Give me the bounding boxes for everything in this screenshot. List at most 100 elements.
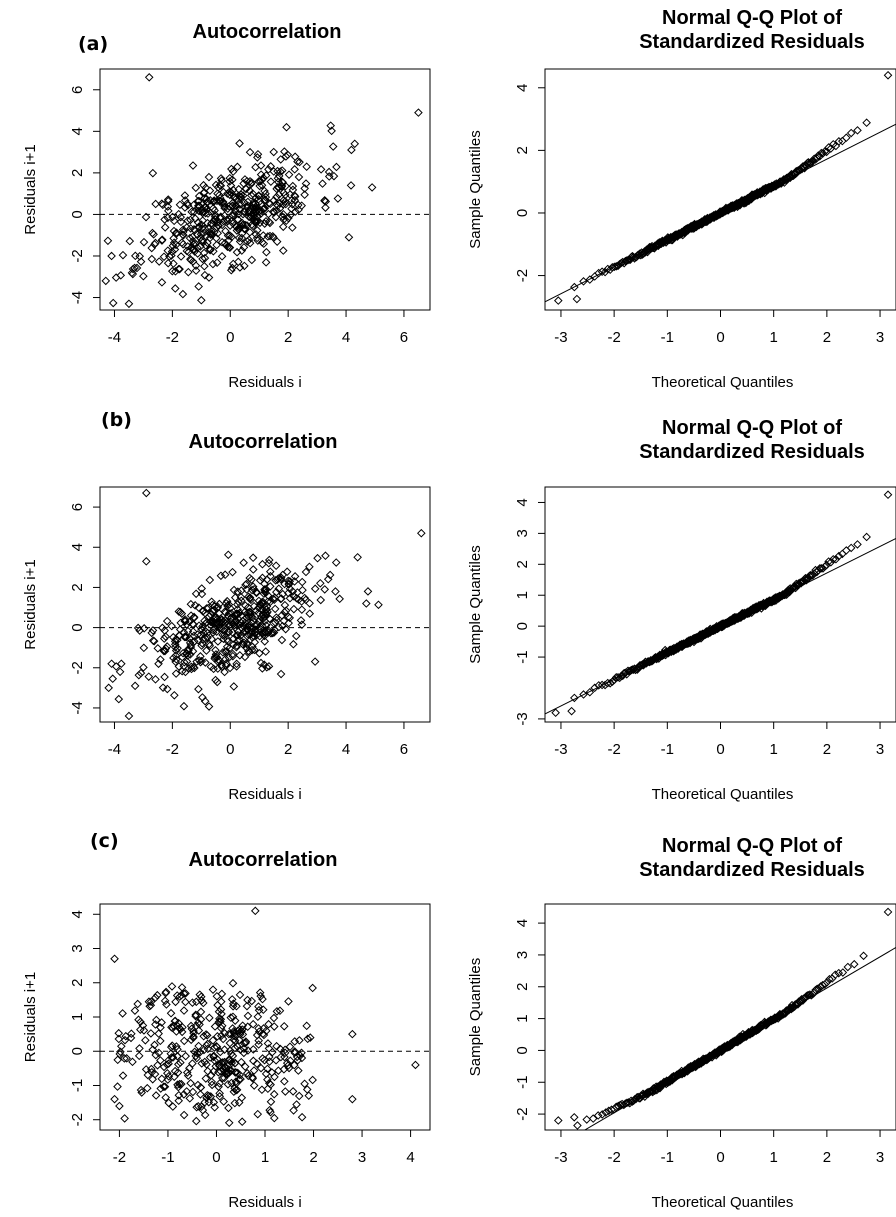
c-autocorrelation-point xyxy=(216,997,226,1006)
c-autocorrelation-point xyxy=(185,1094,195,1103)
c-qq-y-tick-label: 1 xyxy=(514,1014,531,1022)
c-autocorrelation-point xyxy=(162,1000,171,1009)
a-autocorrelation-x-tick-label: 2 xyxy=(284,329,292,346)
c-autocorrelation-point xyxy=(134,1015,143,1025)
b-autocorrelation-point xyxy=(331,558,341,567)
b-autocorrelation-point xyxy=(250,645,259,655)
panel-label-b-text: (b) xyxy=(101,409,132,431)
b-autocorrelation-point xyxy=(256,658,266,668)
c-autocorrelation-point xyxy=(297,1112,307,1122)
a-autocorrelation-point xyxy=(200,270,210,280)
c-autocorrelation-point xyxy=(173,1060,183,1069)
a-autocorrelation-point xyxy=(191,266,201,275)
b-autocorrelation-point xyxy=(217,662,227,672)
b-autocorrelation-point xyxy=(260,637,270,646)
b-autocorrelation-point xyxy=(265,614,275,624)
a-autocorrelation-point xyxy=(193,230,202,240)
b-autocorrelation-point xyxy=(247,575,256,584)
a-autocorrelation-point xyxy=(245,186,255,196)
b-autocorrelation-point xyxy=(233,614,242,624)
b-autocorrelation-point xyxy=(310,657,320,666)
b-autocorrelation-point xyxy=(252,587,261,597)
a-autocorrelation-point xyxy=(157,236,167,245)
b-autocorrelation-point xyxy=(265,567,275,576)
c-autocorrelation-point xyxy=(181,997,190,1007)
b-autocorrelation-point xyxy=(259,660,269,670)
c-autocorrelation-point xyxy=(191,1116,201,1126)
c-autocorrelation-point xyxy=(214,1061,224,1071)
c-autocorrelation-point xyxy=(146,1029,156,1038)
a-autocorrelation-title: Autocorrelation xyxy=(193,21,342,43)
a-autocorrelation-point xyxy=(136,257,146,266)
b-autocorrelation-point xyxy=(241,601,250,610)
c-autocorrelation-point xyxy=(265,1105,274,1115)
a-autocorrelation-point xyxy=(179,230,188,240)
c-autocorrelation-point xyxy=(146,997,156,1007)
c-autocorrelation-point xyxy=(198,998,208,1008)
b-autocorrelation-point xyxy=(180,632,189,642)
c-autocorrelation-point xyxy=(290,1037,300,1046)
c-autocorrelation-point xyxy=(197,1059,207,1068)
a-qq-point xyxy=(802,161,811,170)
b-autocorrelation-point xyxy=(264,555,274,565)
b-autocorrelation-point xyxy=(228,651,238,661)
c-autocorrelation-point xyxy=(214,1067,223,1077)
c-autocorrelation-point xyxy=(175,992,185,1001)
c-autocorrelation-point xyxy=(210,1103,219,1112)
a-autocorrelation-point xyxy=(144,73,154,82)
c-autocorrelation-point xyxy=(279,1065,289,1074)
a-autocorrelation-point xyxy=(170,284,180,293)
a-qq-point xyxy=(597,267,607,277)
c-autocorrelation-point xyxy=(241,1038,250,1048)
c-autocorrelation-point xyxy=(200,1110,210,1120)
a-qq-y-tick-label: -2 xyxy=(514,269,531,282)
a-autocorrelation-point xyxy=(257,238,267,247)
a-autocorrelation-point xyxy=(174,209,184,219)
b-autocorrelation-point xyxy=(108,674,118,684)
c-autocorrelation-point xyxy=(302,1021,312,1031)
c-autocorrelation-x-axis-label: Residuals i xyxy=(228,1194,301,1211)
a-autocorrelation-point xyxy=(111,273,121,282)
a-autocorrelation-y-tick-label: 6 xyxy=(69,86,86,94)
b-autocorrelation-y-tick-label: 4 xyxy=(69,543,86,551)
a-autocorrelation-point xyxy=(208,259,218,269)
c-autocorrelation-point xyxy=(164,1072,174,1081)
c-autocorrelation-point xyxy=(225,1038,235,1048)
a-autocorrelation-point xyxy=(228,167,238,176)
b-autocorrelation-point xyxy=(260,628,270,638)
a-autocorrelation-point xyxy=(217,176,227,185)
b-autocorrelation-point xyxy=(261,627,270,637)
b-autocorrelation-point xyxy=(214,623,224,633)
b-autocorrelation-point xyxy=(374,600,383,610)
a-autocorrelation-point xyxy=(324,167,334,177)
b-autocorrelation-point xyxy=(221,608,230,618)
b-qq-x-tick-label: -1 xyxy=(661,741,674,758)
a-autocorrelation-point xyxy=(124,299,134,309)
c-autocorrelation-point xyxy=(151,1020,160,1029)
c-qq-y-tick-label: 0 xyxy=(514,1046,531,1054)
b-autocorrelation-point xyxy=(294,595,304,605)
c-autocorrelation-point xyxy=(230,1059,240,1068)
a-autocorrelation-plot-area xyxy=(99,68,431,311)
c-autocorrelation-point xyxy=(156,1023,165,1032)
c-autocorrelation-point xyxy=(179,989,189,998)
b-autocorrelation-point xyxy=(325,570,335,580)
a-autocorrelation-point xyxy=(234,233,244,243)
c-autocorrelation-point xyxy=(269,1013,279,1023)
a-autocorrelation-point xyxy=(219,199,228,208)
c-autocorrelation-y-tick-label: 3 xyxy=(69,944,86,952)
c-autocorrelation-point xyxy=(151,1050,161,1060)
a-autocorrelation-point xyxy=(151,238,160,248)
c-autocorrelation-point xyxy=(242,1068,252,1078)
b-autocorrelation-point xyxy=(232,659,241,669)
c-qq-point xyxy=(601,1108,611,1117)
a-autocorrelation-point xyxy=(235,263,245,272)
c-autocorrelation-point xyxy=(266,1107,275,1117)
b-autocorrelation-point xyxy=(180,615,190,624)
panel-label-c: (c) xyxy=(90,830,119,852)
a-qq-x-axis-label: Theoretical Quantiles xyxy=(652,374,794,391)
c-autocorrelation-x-tick-label: 2 xyxy=(309,1149,317,1166)
a-autocorrelation-point xyxy=(266,162,276,171)
a-autocorrelation-point xyxy=(154,257,164,266)
a-autocorrelation-point xyxy=(235,204,244,214)
